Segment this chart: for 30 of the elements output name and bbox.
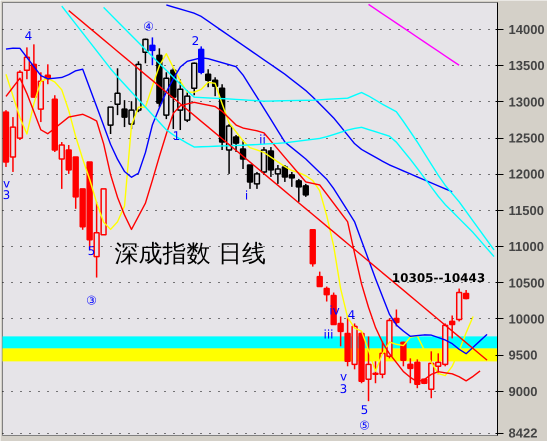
y-tick-label: 12000 bbox=[508, 166, 545, 182]
y-tick-label: 9000 bbox=[508, 384, 538, 399]
y-tick-label: 13500 bbox=[508, 58, 545, 74]
annotation: 4 bbox=[348, 308, 356, 322]
line-series bbox=[368, 4, 460, 66]
annotation: i bbox=[244, 188, 248, 202]
annotation: v bbox=[340, 370, 348, 384]
y-tick-label: 9500 bbox=[508, 348, 538, 363]
y-tick-label: 11500 bbox=[508, 202, 544, 218]
annotation: ③ bbox=[86, 294, 97, 308]
y-tick-label: 10500 bbox=[508, 275, 545, 290]
y-tick-label: 14000 bbox=[508, 22, 545, 37]
y-tick-label: 12500 bbox=[508, 130, 545, 146]
annotation: 5 bbox=[360, 403, 368, 417]
y-tick-label: 11000 bbox=[508, 239, 544, 254]
y-tick-label: 10000 bbox=[508, 311, 545, 326]
annotation: 10305--10443 bbox=[392, 271, 486, 285]
text: 深成指数 日线 bbox=[114, 240, 266, 268]
annotation: 3 bbox=[340, 382, 348, 396]
y-tick-label: 8422 bbox=[508, 426, 538, 441]
annotation: 3 bbox=[2, 188, 10, 202]
annotation: ⑤ bbox=[359, 418, 370, 432]
annotation: ii bbox=[259, 132, 266, 146]
y-tick-label: 13000 bbox=[508, 94, 545, 110]
annotation: v bbox=[2, 176, 10, 190]
candlestick bbox=[114, 68, 121, 116]
annotation: 4 bbox=[24, 29, 32, 43]
annotation: ④ bbox=[143, 20, 154, 34]
line-series bbox=[166, 4, 453, 192]
annotation: 2 bbox=[192, 34, 200, 48]
